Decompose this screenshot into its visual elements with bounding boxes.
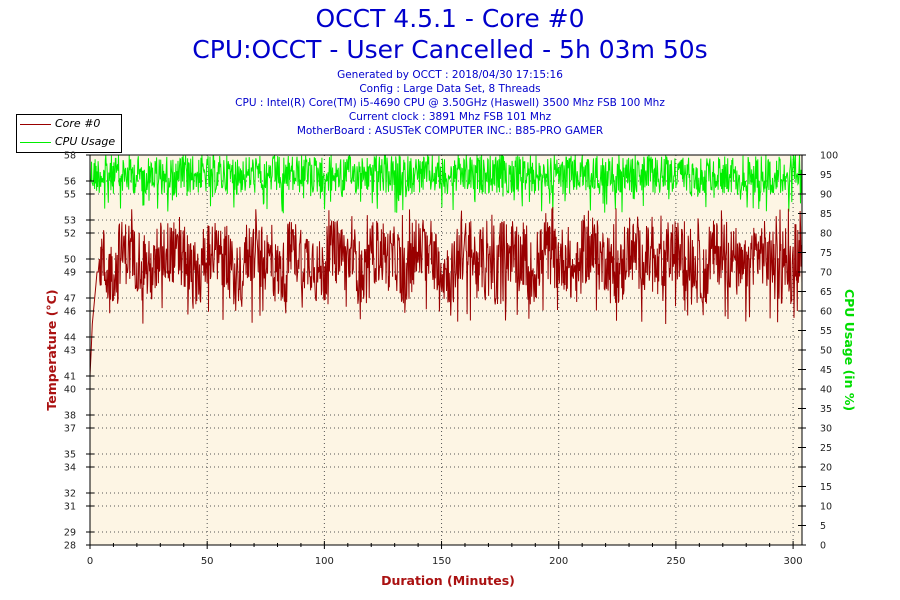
y-tick-label-right: 35 — [820, 404, 832, 415]
x-axis-title: Duration (Minutes) — [381, 573, 515, 588]
y-tick-label-right: 75 — [820, 248, 832, 259]
y-tick-label-left: 44 — [64, 333, 76, 344]
y-tick-label-left: 56 — [64, 177, 76, 188]
y-tick-label-left: 38 — [64, 411, 76, 422]
y-tick-label-right: 40 — [820, 385, 832, 396]
legend-label-cpu: CPU Usage — [55, 135, 116, 148]
y-tick-label-left: 32 — [64, 489, 76, 500]
y-tick-label-right: 90 — [820, 190, 832, 201]
y-tick-label-right: 5 — [820, 521, 826, 532]
x-tick-label: 300 — [784, 556, 803, 567]
x-axis: 0 50 100 150 200 250 300 — [87, 541, 803, 567]
y-tick-label-right: 55 — [820, 326, 832, 337]
y-axis-left: 28 29 31 32 34 35 37 38 40 41 43 44 46 47 49 50 52 53 55 56… — [64, 151, 94, 552]
series-cpu-usage — [89, 154, 803, 214]
info-motherboard: MotherBoard : ASUSTeK COMPUTER INC.: B85… — [296, 125, 604, 137]
y-tick-label-left: 46 — [64, 307, 76, 318]
info-generated: Generated by OCCT : 2018/04/30 17:15:16 — [337, 69, 563, 81]
y-tick-label-left: 37 — [64, 424, 76, 435]
series-core-0 — [89, 206, 803, 377]
y-tick-label-right: 50 — [820, 346, 832, 357]
chart-subtitle: CPU:OCCT - User Cancelled - 5h 03m 50s — [192, 35, 708, 64]
y-tick-label-left: 49 — [64, 268, 76, 279]
y-tick-label-right: 20 — [820, 463, 832, 474]
series-line-core-0 — [89, 206, 803, 377]
series-line-cpu-usage — [89, 154, 803, 214]
y-tick-label-right: 100 — [820, 151, 838, 162]
x-tick-label: 50 — [201, 556, 214, 567]
legend-item-cpu: CPU Usage — [17, 134, 121, 151]
y-tick-label-right: 70 — [820, 268, 832, 279]
x-tick-label: 0 — [87, 556, 93, 567]
y-tick-label-left: 40 — [64, 385, 76, 396]
info-config: Config : Large Data Set, 8 Threads — [359, 83, 541, 95]
y-tick-label-left: 35 — [64, 450, 76, 461]
y-tick-label-right: 80 — [820, 229, 832, 240]
legend-item-core: Core #0 — [17, 116, 121, 133]
x-tick-label: 200 — [549, 556, 568, 567]
y-axis-title-right: CPU Usage (in %) — [842, 289, 857, 411]
y-tick-label-left: 47 — [64, 294, 76, 305]
info-cpu: CPU : Intel(R) Core(TM) i5-4690 CPU @ 3.… — [235, 97, 665, 109]
y-tick-label-left: 58 — [64, 151, 76, 162]
y-tick-label-left: 55 — [64, 190, 76, 201]
y-tick-label-left: 53 — [64, 216, 76, 227]
y-tick-label-left: 50 — [64, 255, 76, 266]
y-tick-label-right: 15 — [820, 482, 832, 493]
y-tick-label-left: 29 — [64, 528, 76, 539]
legend-label-core: Core #0 — [55, 117, 101, 130]
y-tick-label-left: 34 — [64, 463, 76, 474]
chart-legend: Core #0 CPU Usage — [16, 114, 122, 153]
legend-swatch-core — [20, 124, 51, 125]
x-tick-label: 250 — [666, 556, 685, 567]
y-tick-label-right: 85 — [820, 209, 832, 220]
y-tick-label-right: 60 — [820, 307, 832, 318]
y-tick-label-right: 30 — [820, 424, 832, 435]
y-axis-title-left: Temperature (°C) — [44, 289, 59, 410]
y-tick-label-right: 10 — [820, 502, 832, 513]
y-tick-label-left: 28 — [64, 541, 76, 552]
y-tick-label-right: 95 — [820, 170, 832, 181]
y-tick-label-right: 65 — [820, 287, 832, 298]
y-axis-right: 0 5 10 15 20 25 30 35 40 45 50 55 60 65 70 75 80 85 90 95 10… — [798, 151, 838, 552]
legend-swatch-cpu — [20, 142, 51, 143]
x-tick-label: 100 — [315, 556, 334, 567]
y-tick-label-left: 41 — [64, 372, 76, 383]
y-tick-label-left: 52 — [64, 229, 76, 240]
y-tick-label-right: 25 — [820, 443, 832, 454]
y-tick-label-left: 31 — [64, 502, 76, 513]
info-clock: Current clock : 3891 Mhz FSB 101 Mhz — [348, 111, 552, 123]
y-tick-label-right: 45 — [820, 365, 832, 376]
y-tick-label-right: 0 — [820, 541, 826, 552]
x-tick-label: 150 — [432, 556, 451, 567]
y-tick-label-left: 43 — [64, 346, 76, 357]
chart-title: OCCT 4.5.1 - Core #0 — [315, 4, 585, 33]
